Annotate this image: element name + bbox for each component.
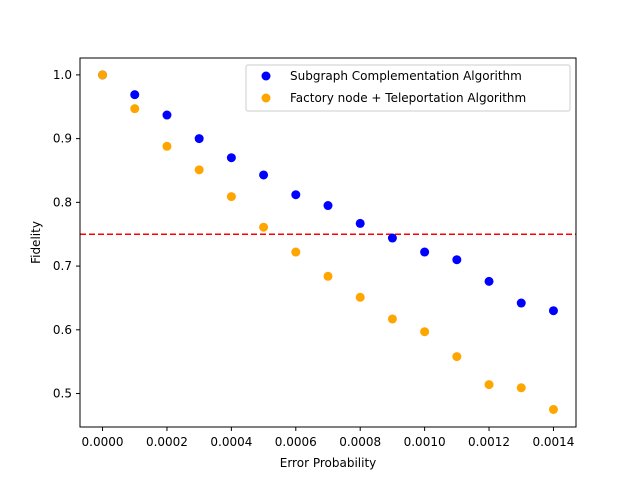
data-point-series-2 [98, 70, 108, 80]
x-tick-label: 0.0012 [468, 435, 510, 449]
legend-label-series-1: Subgraph Complementation Algorithm [290, 69, 522, 83]
data-point-series-2 [387, 314, 397, 324]
x-tick-label: 0.0010 [404, 435, 446, 449]
data-point-series-2 [130, 104, 140, 114]
data-point-series-1 [259, 170, 269, 180]
data-point-series-2 [484, 380, 494, 390]
data-point-series-2 [291, 247, 301, 257]
data-point-series-1 [291, 190, 301, 200]
x-tick-label: 0.0002 [146, 435, 188, 449]
data-point-series-1 [420, 247, 430, 257]
data-point-series-2 [259, 222, 269, 232]
data-point-series-1 [452, 255, 462, 265]
data-points [98, 70, 558, 414]
data-point-series-1 [130, 90, 140, 100]
y-tick-label: 0.6 [53, 323, 72, 337]
data-point-series-2 [516, 383, 526, 393]
legend-marker-series-2 [261, 93, 271, 103]
data-point-series-1 [387, 233, 397, 243]
data-point-series-2 [548, 404, 558, 414]
data-point-series-1 [355, 218, 365, 228]
data-point-series-2 [420, 327, 430, 337]
y-tick-label: 0.9 [53, 132, 72, 146]
data-point-series-1 [226, 153, 236, 163]
data-point-series-1 [194, 134, 204, 144]
x-tick-label: 0.0014 [532, 435, 574, 449]
data-point-series-2 [194, 165, 204, 175]
y-tick-label: 0.5 [53, 387, 72, 401]
y-tick-label: 0.8 [53, 195, 72, 209]
data-point-series-2 [226, 192, 236, 202]
data-point-series-2 [355, 292, 365, 302]
y-axis-ticks: 0.5 0.6 0.7 0.8 0.9 1.0 [53, 68, 80, 401]
x-axis-label: Error Probability [280, 456, 377, 470]
x-tick-label: 0.0004 [210, 435, 252, 449]
y-tick-label: 1.0 [53, 68, 72, 82]
data-point-series-1 [548, 306, 558, 316]
data-point-series-2 [452, 352, 462, 362]
data-point-series-2 [162, 141, 172, 151]
x-tick-label: 0.0008 [339, 435, 381, 449]
y-tick-label: 0.7 [53, 259, 72, 273]
x-tick-label: 0.0006 [275, 435, 317, 449]
y-axis-label: Fidelity [29, 221, 43, 264]
legend-label-series-2: Factory node + Teleportation Algorithm [290, 91, 526, 105]
axes-frame [79, 57, 577, 428]
x-tick-label: 0.0000 [82, 435, 124, 449]
legend-box [245, 64, 571, 112]
data-point-series-1 [484, 276, 494, 286]
data-point-series-2 [323, 271, 333, 281]
x-axis-ticks: 0.0000 0.0002 0.0004 0.0006 0.0008 0.0010 0.00… [82, 427, 574, 449]
data-point-series-1 [162, 110, 172, 120]
data-point-series-1 [516, 298, 526, 308]
legend: Subgraph Complementation Algorithm Factor… [245, 64, 571, 112]
legend-marker-series-1 [261, 71, 271, 81]
data-point-series-1 [323, 201, 333, 211]
